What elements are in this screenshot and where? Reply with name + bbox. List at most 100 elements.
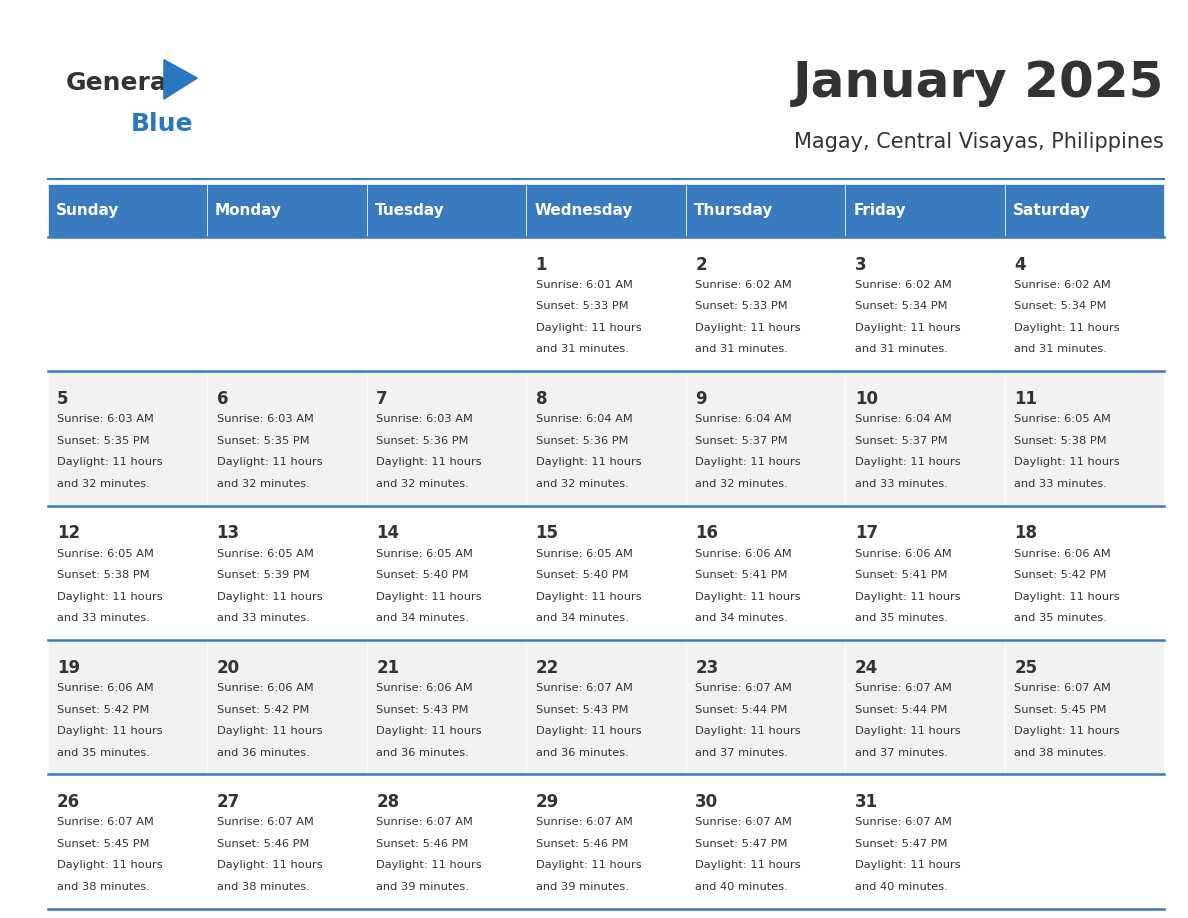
Text: Tuesday: Tuesday: [374, 203, 444, 218]
Text: Sunset: 5:40 PM: Sunset: 5:40 PM: [377, 570, 468, 580]
Text: 17: 17: [854, 524, 878, 543]
Text: Sunset: 5:36 PM: Sunset: 5:36 PM: [377, 436, 468, 446]
Bar: [526, 184, 685, 237]
Text: 31: 31: [854, 793, 878, 812]
Text: Magay, Central Visayas, Philippines: Magay, Central Visayas, Philippines: [795, 132, 1164, 152]
Bar: [845, 506, 1005, 640]
Text: and 32 minutes.: and 32 minutes.: [695, 479, 788, 488]
Bar: [48, 371, 207, 506]
Text: 24: 24: [854, 659, 878, 677]
Text: 13: 13: [216, 524, 240, 543]
Text: 30: 30: [695, 793, 719, 812]
Text: and 35 minutes.: and 35 minutes.: [57, 747, 150, 757]
Text: Sunrise: 6:03 AM: Sunrise: 6:03 AM: [377, 414, 473, 424]
Text: 6: 6: [216, 390, 228, 409]
Text: Sunset: 5:42 PM: Sunset: 5:42 PM: [216, 704, 309, 714]
Text: Daylight: 11 hours: Daylight: 11 hours: [536, 323, 642, 333]
Bar: [207, 371, 367, 506]
Bar: [48, 506, 207, 640]
Text: Daylight: 11 hours: Daylight: 11 hours: [536, 457, 642, 467]
Text: Daylight: 11 hours: Daylight: 11 hours: [536, 591, 642, 601]
Text: Sunset: 5:45 PM: Sunset: 5:45 PM: [1015, 704, 1107, 714]
Text: Daylight: 11 hours: Daylight: 11 hours: [377, 860, 482, 870]
Bar: [207, 184, 367, 237]
Text: Daylight: 11 hours: Daylight: 11 hours: [1015, 323, 1120, 333]
Text: and 39 minutes.: and 39 minutes.: [536, 882, 628, 892]
Bar: [1005, 506, 1164, 640]
Text: Sunset: 5:41 PM: Sunset: 5:41 PM: [695, 570, 788, 580]
Text: Sunrise: 6:05 AM: Sunrise: 6:05 AM: [1015, 414, 1111, 424]
Text: Daylight: 11 hours: Daylight: 11 hours: [854, 323, 960, 333]
Text: 2: 2: [695, 255, 707, 274]
Text: 29: 29: [536, 793, 558, 812]
Text: Monday: Monday: [215, 203, 282, 218]
Text: 9: 9: [695, 390, 707, 409]
Text: and 38 minutes.: and 38 minutes.: [216, 882, 310, 892]
Text: Daylight: 11 hours: Daylight: 11 hours: [854, 591, 960, 601]
Text: 4: 4: [1015, 255, 1026, 274]
Text: Sunrise: 6:07 AM: Sunrise: 6:07 AM: [57, 817, 154, 827]
Bar: [367, 184, 526, 237]
Text: Sunset: 5:46 PM: Sunset: 5:46 PM: [536, 839, 628, 849]
Bar: [367, 775, 526, 909]
Text: Sunset: 5:42 PM: Sunset: 5:42 PM: [57, 704, 150, 714]
Text: January 2025: January 2025: [792, 59, 1164, 106]
Text: Daylight: 11 hours: Daylight: 11 hours: [57, 726, 163, 736]
Bar: [526, 506, 685, 640]
Text: and 32 minutes.: and 32 minutes.: [216, 479, 309, 488]
Text: Thursday: Thursday: [694, 203, 773, 218]
Bar: [845, 184, 1005, 237]
Text: Daylight: 11 hours: Daylight: 11 hours: [1015, 726, 1120, 736]
Text: Sunrise: 6:06 AM: Sunrise: 6:06 AM: [216, 683, 314, 693]
Text: Daylight: 11 hours: Daylight: 11 hours: [1015, 591, 1120, 601]
Text: Sunset: 5:35 PM: Sunset: 5:35 PM: [216, 436, 309, 446]
Text: 12: 12: [57, 524, 81, 543]
Text: Sunrise: 6:07 AM: Sunrise: 6:07 AM: [536, 817, 632, 827]
Text: Sunrise: 6:05 AM: Sunrise: 6:05 AM: [57, 549, 154, 559]
Text: Sunset: 5:34 PM: Sunset: 5:34 PM: [1015, 301, 1107, 311]
Text: Sunset: 5:46 PM: Sunset: 5:46 PM: [216, 839, 309, 849]
Text: and 36 minutes.: and 36 minutes.: [536, 747, 628, 757]
Text: 18: 18: [1015, 524, 1037, 543]
Text: Sunset: 5:44 PM: Sunset: 5:44 PM: [854, 704, 947, 714]
Text: Sunday: Sunday: [56, 203, 119, 218]
Bar: [685, 506, 845, 640]
Text: Sunset: 5:43 PM: Sunset: 5:43 PM: [536, 704, 628, 714]
Text: 10: 10: [854, 390, 878, 409]
Text: Sunrise: 6:02 AM: Sunrise: 6:02 AM: [695, 280, 792, 290]
Bar: [207, 640, 367, 775]
Text: Sunset: 5:39 PM: Sunset: 5:39 PM: [216, 570, 309, 580]
Text: and 32 minutes.: and 32 minutes.: [57, 479, 150, 488]
Text: 11: 11: [1015, 390, 1037, 409]
Text: Sunrise: 6:06 AM: Sunrise: 6:06 AM: [57, 683, 153, 693]
Text: Daylight: 11 hours: Daylight: 11 hours: [536, 860, 642, 870]
Text: and 40 minutes.: and 40 minutes.: [695, 882, 788, 892]
Bar: [1005, 184, 1164, 237]
Text: Sunset: 5:47 PM: Sunset: 5:47 PM: [695, 839, 788, 849]
Bar: [367, 640, 526, 775]
Bar: [207, 775, 367, 909]
Text: 7: 7: [377, 390, 387, 409]
Text: Daylight: 11 hours: Daylight: 11 hours: [377, 726, 482, 736]
Text: Sunrise: 6:07 AM: Sunrise: 6:07 AM: [854, 817, 952, 827]
Text: and 36 minutes.: and 36 minutes.: [377, 747, 469, 757]
Text: Sunset: 5:37 PM: Sunset: 5:37 PM: [695, 436, 788, 446]
Bar: [48, 184, 207, 237]
Text: Sunrise: 6:06 AM: Sunrise: 6:06 AM: [695, 549, 792, 559]
Text: Sunset: 5:47 PM: Sunset: 5:47 PM: [854, 839, 947, 849]
Text: Daylight: 11 hours: Daylight: 11 hours: [695, 726, 801, 736]
Text: Daylight: 11 hours: Daylight: 11 hours: [854, 726, 960, 736]
Text: Sunrise: 6:01 AM: Sunrise: 6:01 AM: [536, 280, 632, 290]
Text: 16: 16: [695, 524, 719, 543]
Text: Daylight: 11 hours: Daylight: 11 hours: [695, 860, 801, 870]
Text: Sunset: 5:42 PM: Sunset: 5:42 PM: [1015, 570, 1107, 580]
Bar: [845, 237, 1005, 371]
Text: Sunrise: 6:02 AM: Sunrise: 6:02 AM: [854, 280, 952, 290]
Text: Daylight: 11 hours: Daylight: 11 hours: [377, 457, 482, 467]
Bar: [1005, 371, 1164, 506]
Text: Daylight: 11 hours: Daylight: 11 hours: [216, 726, 322, 736]
Text: 20: 20: [216, 659, 240, 677]
Text: Daylight: 11 hours: Daylight: 11 hours: [57, 860, 163, 870]
Text: Saturday: Saturday: [1012, 203, 1091, 218]
Bar: [367, 371, 526, 506]
